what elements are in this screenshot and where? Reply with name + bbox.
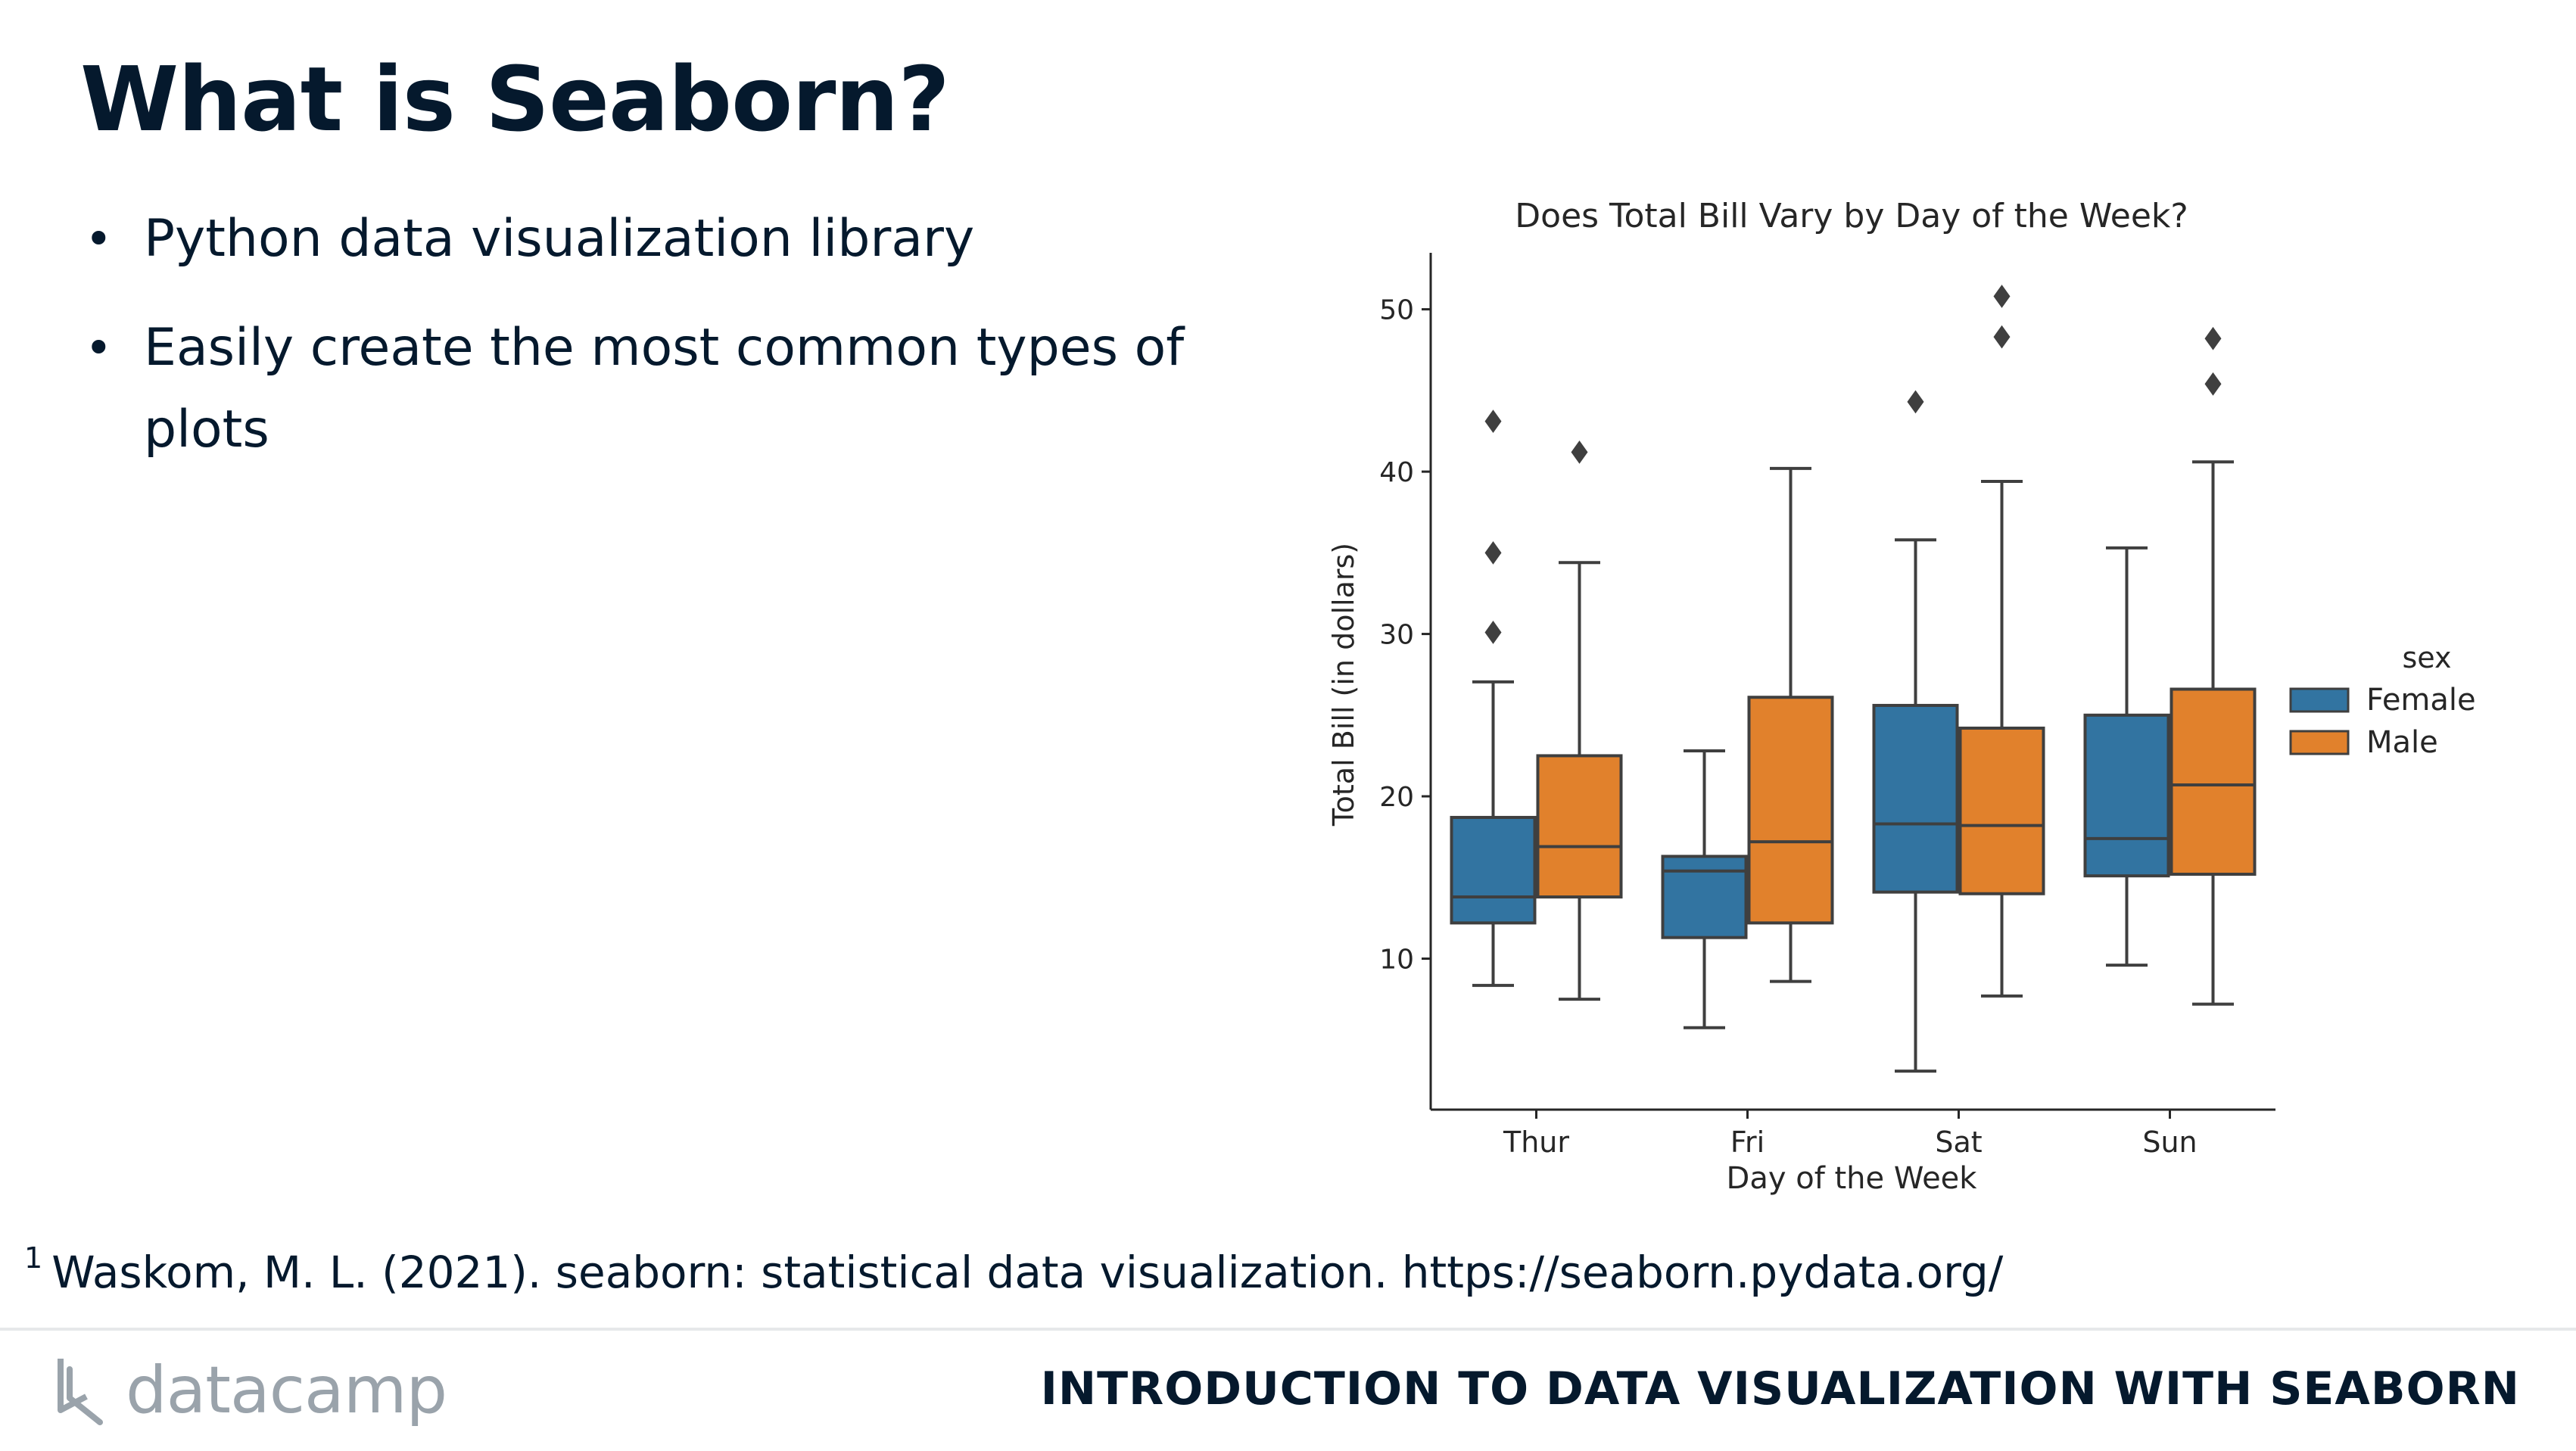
boxplot-chart: Does Total Bill Vary by Day of the Week?…: [1287, 182, 2513, 1211]
box-male-fri: [1749, 469, 1833, 982]
bullet-text: Python data visualization library: [144, 209, 974, 269]
chart-title: Does Total Bill Vary by Day of the Week?: [1515, 197, 2188, 235]
outlier-point: [1571, 441, 1588, 464]
box-female-thur: [1452, 409, 1535, 985]
legend-item-male: Male: [2291, 725, 2438, 760]
x-axis: Thur Fri Sat Sun: [1431, 1110, 2275, 1159]
legend: sex Female Male: [2291, 641, 2476, 760]
datacamp-logo: datacamp: [53, 1349, 447, 1432]
iqr-box: [1538, 755, 1621, 897]
footnote: 1 Waskom, M. L. (2021). seaborn: statisti…: [24, 1241, 2003, 1298]
outlier-point: [2205, 327, 2222, 350]
iqr-box: [2172, 690, 2255, 875]
outlier-point: [1485, 621, 1502, 644]
box-female-sat: [1874, 390, 1958, 1071]
course-title: INTRODUCTION TO DATA VISUALIZATION WITH …: [1041, 1362, 2520, 1415]
series-male: [1538, 285, 2255, 1004]
bullet-dot: •: [85, 307, 113, 389]
y-tick-label: 10: [1379, 945, 1414, 976]
x-tick-label: Sat: [1935, 1126, 1982, 1159]
outlier-point: [1485, 541, 1502, 565]
outlier-point: [1994, 285, 2011, 308]
plot-area: [1452, 285, 2255, 1071]
footnote-marker: 1: [24, 1241, 42, 1275]
y-axis: 10 20 30 40 50: [1379, 253, 1431, 1110]
x-tick-label: Sun: [2142, 1126, 2197, 1159]
legend-swatch-female: [2291, 689, 2348, 711]
bullet-dot: •: [85, 198, 113, 280]
slide-title: What is Seaborn?: [80, 47, 949, 151]
outlier-point: [1485, 409, 1502, 433]
box-female-sun: [2085, 548, 2169, 965]
legend-label-male: Male: [2366, 725, 2438, 760]
y-tick-label: 40: [1379, 457, 1414, 488]
legend-item-female: Female: [2291, 683, 2476, 718]
iqr-box: [2085, 715, 2169, 876]
x-axis-label: Day of the Week: [1727, 1161, 1978, 1196]
y-tick-label: 50: [1379, 295, 1414, 326]
iqr-box: [1749, 697, 1833, 923]
iqr-box: [1874, 705, 1958, 892]
box-male-sat: [1961, 285, 2044, 996]
outlier-point: [1994, 325, 2011, 349]
box-male-sun: [2172, 327, 2255, 1004]
outlier-point: [1908, 390, 1924, 413]
footer-divider: [0, 1328, 2576, 1331]
footnote-text: Waskom, M. L. (2021). seaborn: statistic…: [51, 1247, 2003, 1298]
x-tick-label: Fri: [1730, 1126, 1765, 1159]
iqr-box: [1961, 728, 2044, 894]
outlier-point: [2205, 372, 2222, 396]
legend-label-female: Female: [2366, 683, 2476, 718]
box-female-fri: [1663, 751, 1746, 1028]
datacamp-logo-icon: [53, 1353, 118, 1428]
y-axis-label: Total Bill (in dollars): [1327, 543, 1360, 827]
iqr-box: [1452, 817, 1535, 923]
y-tick-label: 20: [1379, 782, 1414, 813]
y-tick-label: 30: [1379, 620, 1414, 651]
x-tick-label: Thur: [1503, 1126, 1569, 1159]
iqr-box: [1663, 856, 1746, 937]
bullet-item: • Python data visualization library: [80, 198, 1246, 280]
bullet-text: Easily create the most common types of p…: [144, 318, 1184, 459]
logo-text: datacamp: [126, 1353, 447, 1428]
legend-title: sex: [2403, 641, 2452, 674]
bullet-list: • Python data visualization library • Easi…: [80, 198, 1246, 498]
bullet-item: • Easily create the most common types of …: [80, 307, 1246, 471]
box-male-thur: [1538, 441, 1621, 999]
legend-swatch-male: [2291, 731, 2348, 754]
